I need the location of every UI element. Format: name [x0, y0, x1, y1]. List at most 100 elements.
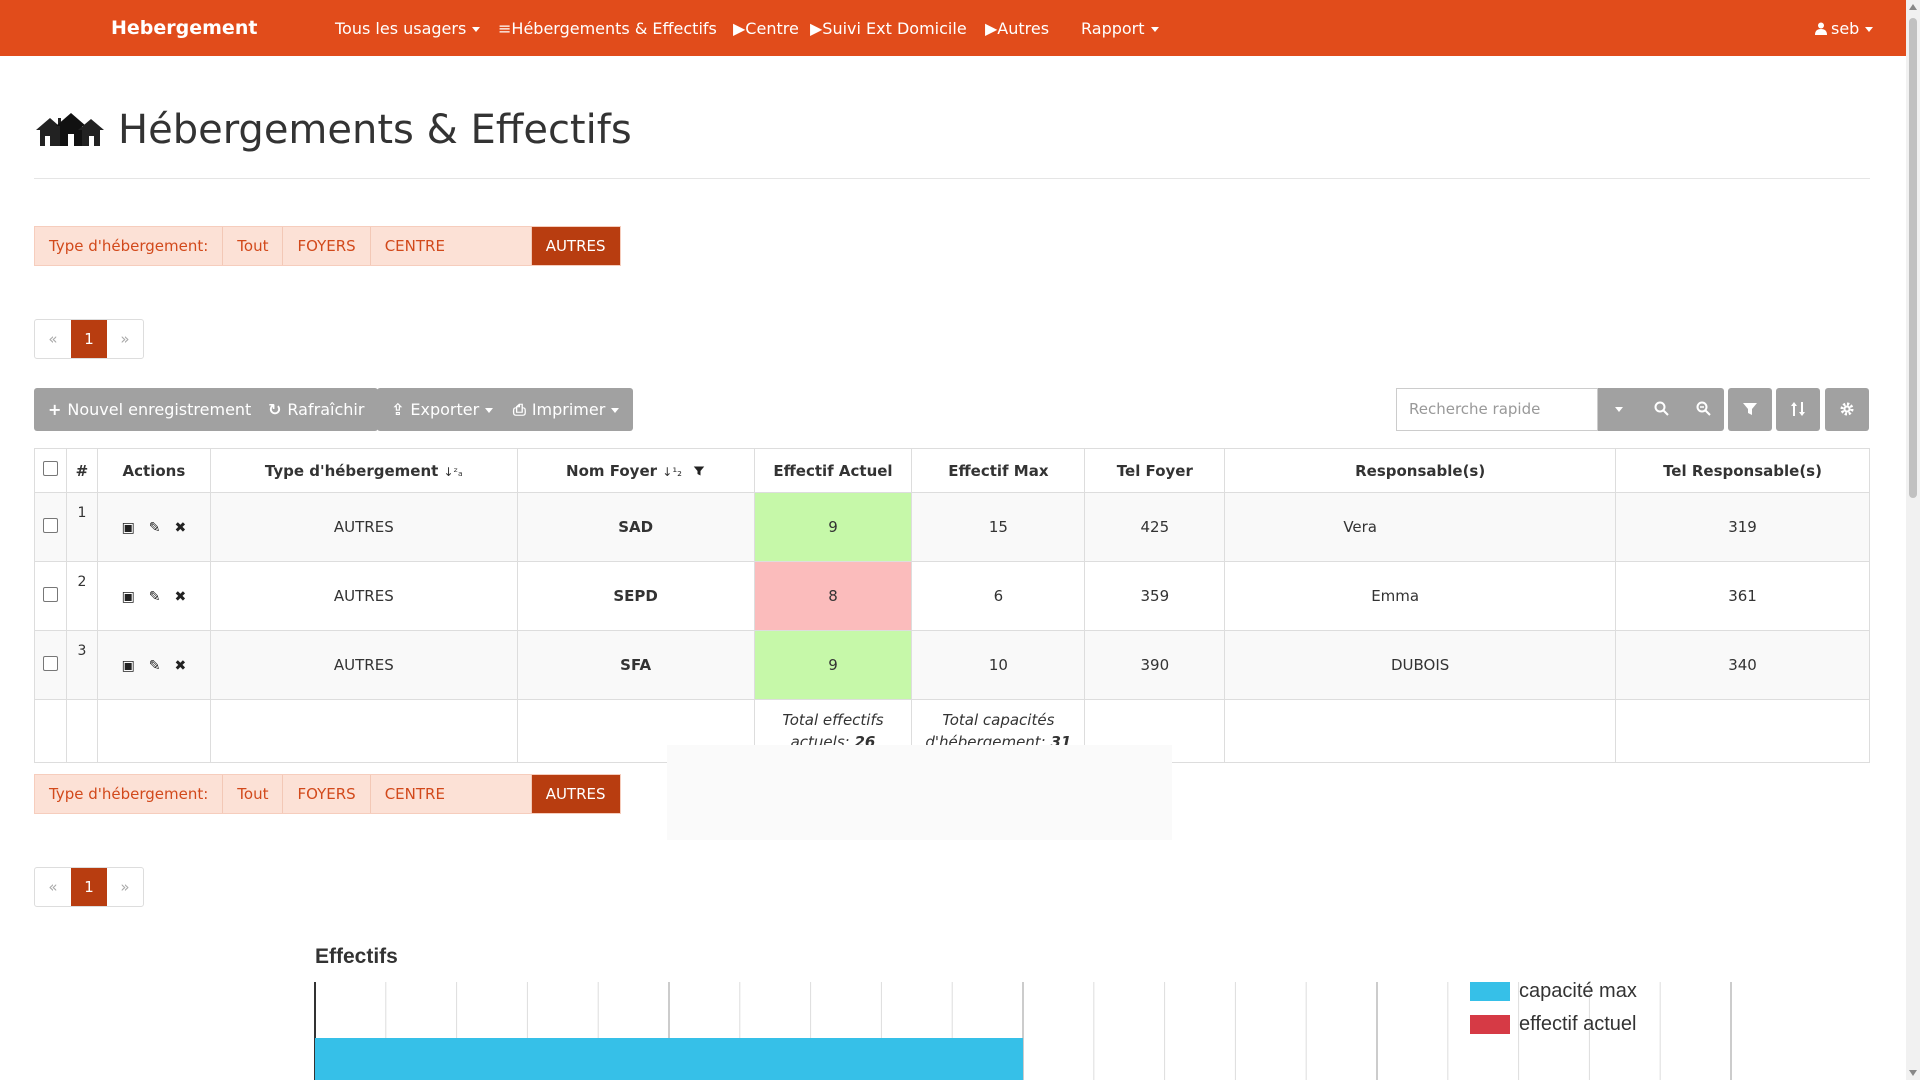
export-button[interactable]: ⇪ Exporter	[377, 388, 508, 431]
filter-option-autres[interactable]: AUTRES	[531, 227, 620, 265]
caret-down-icon	[611, 408, 620, 413]
col-header-actuel[interactable]: Effectif Actuel	[753, 448, 913, 493]
nav-label: ▶Autres	[985, 19, 1050, 38]
cell-tel-resp: 361	[1615, 561, 1870, 631]
export-label: Exporter	[410, 400, 480, 419]
cell-tel-resp: 319	[1615, 492, 1870, 562]
filter-option-centre[interactable]: CENTRE	[371, 227, 532, 265]
cell-max: 15	[911, 492, 1086, 562]
table-row[interactable]: 2 ▣ ✎ ✖ AUTRES SEPD 8 6 359 Emma 361	[34, 561, 1870, 631]
refresh-button[interactable]: ↻ Rafraîchir	[254, 388, 379, 431]
nav-autres[interactable]: ▶Autres	[985, 19, 1049, 38]
pager-page-1[interactable]: 1	[71, 320, 107, 358]
nav-suivi-ext-domicile[interactable]: ▶Suivi Ext Domicile	[810, 19, 967, 38]
refresh-icon: ↻	[268, 400, 282, 419]
select-all-checkbox[interactable]	[42, 461, 58, 476]
scroll-down-arrow-icon[interactable]	[1909, 1070, 1917, 1076]
row-checkbox[interactable]	[42, 517, 58, 533]
view-card-icon[interactable]: ▣	[121, 658, 135, 674]
legend-label: capacité max	[1519, 980, 1637, 1002]
column-filter-icon[interactable]	[693, 465, 705, 477]
search-button[interactable]	[1640, 388, 1682, 431]
delete-x-icon[interactable]: ✖	[174, 658, 187, 674]
filter-icon	[1743, 403, 1757, 415]
filter-option-foyers[interactable]: FOYERS	[283, 227, 371, 265]
cell-tel: 359	[1084, 561, 1226, 631]
col-header-type[interactable]: Type d'hébergement ↓ᶻₐ	[209, 448, 518, 493]
new-record-button[interactable]: + Nouvel enregistrement	[34, 388, 266, 431]
export-icon: ⇪	[391, 400, 405, 419]
pager-next[interactable]: »	[120, 878, 130, 896]
quick-search-input[interactable]: Recherche rapide	[1396, 388, 1598, 431]
row-select-cell	[34, 561, 67, 631]
hebergements-table: # Actions Type d'hébergement ↓ᶻₐ Nom Foy…	[34, 448, 1870, 763]
totals-empty-cell	[209, 699, 518, 763]
pager-prev[interactable]: «	[48, 330, 58, 348]
vertical-scrollbar[interactable]	[1906, 0, 1920, 1080]
nav-hebergements-effectifs[interactable]: ≡Hébergements & Effectifs	[498, 19, 717, 38]
filter-option-tout[interactable]: Tout	[223, 775, 284, 813]
cell-actuel: 9	[753, 492, 913, 562]
sort-button[interactable]	[1776, 388, 1820, 431]
filter-button[interactable]	[1728, 388, 1772, 431]
scrollbar-thumb[interactable]	[1909, 18, 1917, 498]
nav-rapport[interactable]: Rapport	[1081, 19, 1159, 38]
top-navbar: Hebergement Tous les usagers ≡Hébergemen…	[0, 0, 1906, 56]
row-checkbox[interactable]	[42, 586, 58, 602]
row-checkbox[interactable]	[42, 655, 58, 671]
print-button[interactable]: ⎙ Imprimer	[499, 388, 634, 431]
filter-option-foyers[interactable]: FOYERS	[283, 775, 371, 813]
nav-centre[interactable]: ▶Centre	[733, 19, 799, 38]
edit-pencil-icon[interactable]: ✎	[148, 520, 161, 536]
col-header-num: #	[65, 448, 98, 493]
cell-responsable: DUBOIS	[1224, 630, 1617, 700]
view-card-icon[interactable]: ▣	[121, 589, 135, 605]
filter-option-centre[interactable]: CENTRE	[371, 775, 532, 813]
brand-link[interactable]: Hebergement	[111, 17, 258, 39]
table-row[interactable]: 3 ▣ ✎ ✖ AUTRES SFA 9 10 390 DUBOIS 340	[34, 630, 1870, 700]
col-header-tel-resp[interactable]: Tel Responsable(s)	[1615, 448, 1870, 493]
delete-x-icon[interactable]: ✖	[174, 520, 187, 536]
col-header-responsables[interactable]: Responsable(s)	[1224, 448, 1617, 493]
legend-item-effectif[interactable]: effectif actuel	[1470, 1013, 1636, 1036]
totals-empty-cell	[34, 699, 67, 763]
user-menu[interactable]: seb	[1815, 19, 1874, 38]
legend-item-capacite[interactable]: capacité max	[1470, 980, 1637, 1003]
caret-down-icon	[1615, 407, 1623, 412]
cell-tel: 390	[1084, 630, 1226, 700]
chart-bar-capacité-max[interactable]	[315, 1038, 1023, 1080]
cell-tel-resp: 340	[1615, 630, 1870, 700]
view-card-icon[interactable]: ▣	[121, 520, 135, 536]
scroll-up-arrow-icon[interactable]	[1909, 4, 1917, 10]
clear-search-button[interactable]	[1682, 388, 1724, 431]
cell-max: 6	[911, 561, 1086, 631]
gear-icon	[1840, 402, 1854, 416]
responsable-name: Emma	[1371, 587, 1420, 605]
legend-label: effectif actuel	[1519, 1013, 1637, 1035]
col-header-nom[interactable]: Nom Foyer ↓¹₂	[516, 448, 755, 493]
filter-option-tout[interactable]: Tout	[223, 227, 284, 265]
table-header-row: # Actions Type d'hébergement ↓ᶻₐ Nom Foy…	[34, 448, 1870, 493]
filter-option-autres[interactable]: AUTRES	[531, 775, 620, 813]
houses-icon	[36, 113, 104, 146]
nav-tous-les-usagers[interactable]: Tous les usagers	[335, 19, 481, 38]
select-all-cell	[34, 448, 67, 493]
zoom-out-icon	[1696, 401, 1711, 416]
settings-button[interactable]	[1825, 388, 1869, 431]
col-header-max[interactable]: Effectif Max	[911, 448, 1086, 493]
table-row[interactable]: 1 ▣ ✎ ✖ AUTRES SAD 9 15 425 Vera 319	[34, 492, 1870, 562]
col-header-tel[interactable]: Tel Foyer	[1084, 448, 1226, 493]
tooltip-ghost	[667, 745, 1172, 840]
edit-pencil-icon[interactable]: ✎	[148, 658, 161, 674]
sort-asc-icon: ↓¹₂	[662, 464, 682, 479]
pager-prev[interactable]: «	[48, 878, 58, 896]
col-header-actions: Actions	[96, 448, 211, 493]
pager-page-1[interactable]: 1	[71, 868, 107, 906]
refresh-label: Rafraîchir	[287, 400, 365, 419]
row-number: 2	[65, 561, 98, 631]
pager-next[interactable]: »	[120, 330, 130, 348]
type-filter-label: Type d'hébergement:	[35, 775, 224, 813]
search-options-dropdown[interactable]	[1598, 388, 1640, 431]
edit-pencil-icon[interactable]: ✎	[148, 589, 161, 605]
delete-x-icon[interactable]: ✖	[174, 589, 187, 605]
